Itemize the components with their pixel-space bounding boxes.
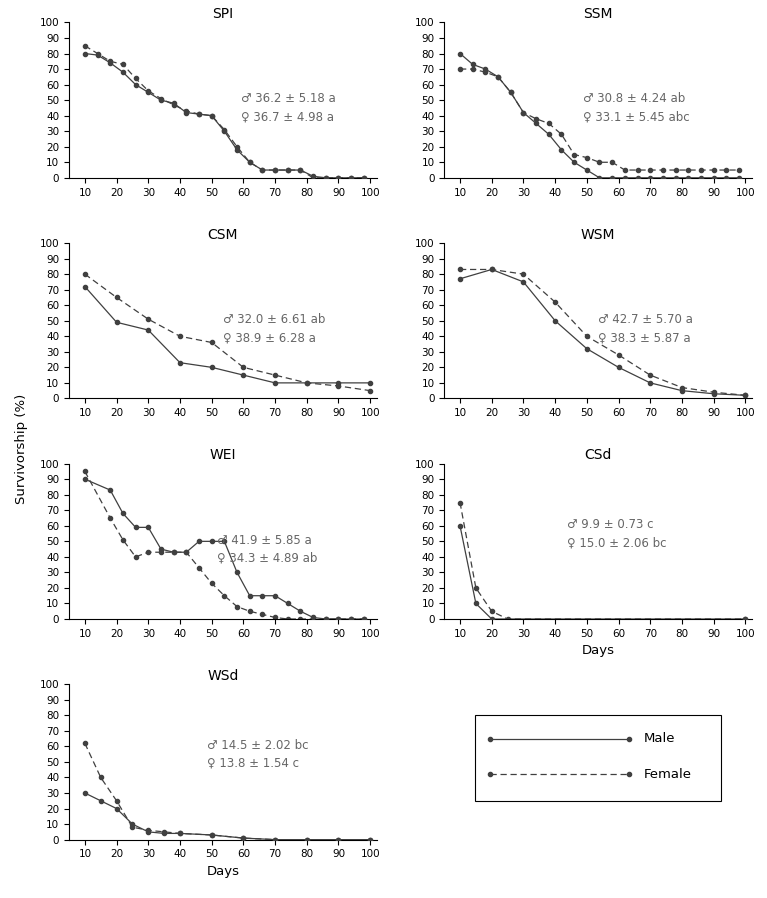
Title: WEI: WEI [209, 448, 236, 462]
Title: WSd: WSd [207, 669, 239, 683]
Title: WSM: WSM [581, 228, 615, 242]
X-axis label: Days: Days [206, 865, 239, 878]
Text: ♂ 41.9 ± 5.85 a
♀ 34.3 ± 4.89 ab: ♂ 41.9 ± 5.85 a ♀ 34.3 ± 4.89 ab [216, 533, 317, 565]
Text: ♂ 9.9 ± 0.73 c
♀ 15.0 ± 2.06 bc: ♂ 9.9 ± 0.73 c ♀ 15.0 ± 2.06 bc [567, 518, 667, 549]
Text: ♂ 32.0 ± 6.61 ab
♀ 38.9 ± 6.28 a: ♂ 32.0 ± 6.61 ab ♀ 38.9 ± 6.28 a [222, 313, 325, 344]
Text: ♂ 14.5 ± 2.02 bc
♀ 13.8 ± 1.54 c: ♂ 14.5 ± 2.02 bc ♀ 13.8 ± 1.54 c [207, 739, 309, 770]
Title: SSM: SSM [583, 7, 613, 22]
Text: ♂ 42.7 ± 5.70 a
♀ 38.3 ± 5.87 a: ♂ 42.7 ± 5.70 a ♀ 38.3 ± 5.87 a [598, 313, 693, 344]
Text: Female: Female [644, 768, 692, 781]
Text: ♂ 36.2 ± 5.18 a
♀ 36.7 ± 4.98 a: ♂ 36.2 ± 5.18 a ♀ 36.7 ± 4.98 a [242, 92, 336, 123]
Text: ♂ 30.8 ± 4.24 ab
♀ 33.1 ± 5.45 abc: ♂ 30.8 ± 4.24 ab ♀ 33.1 ± 5.45 abc [583, 92, 690, 123]
Title: CSd: CSd [584, 448, 611, 462]
X-axis label: Days: Days [581, 644, 614, 657]
Title: SPI: SPI [212, 7, 233, 22]
Bar [475, 716, 721, 801]
Title: CSM: CSM [208, 228, 238, 242]
Text: Survivorship (%): Survivorship (%) [15, 394, 28, 504]
Text: Male: Male [644, 732, 676, 745]
